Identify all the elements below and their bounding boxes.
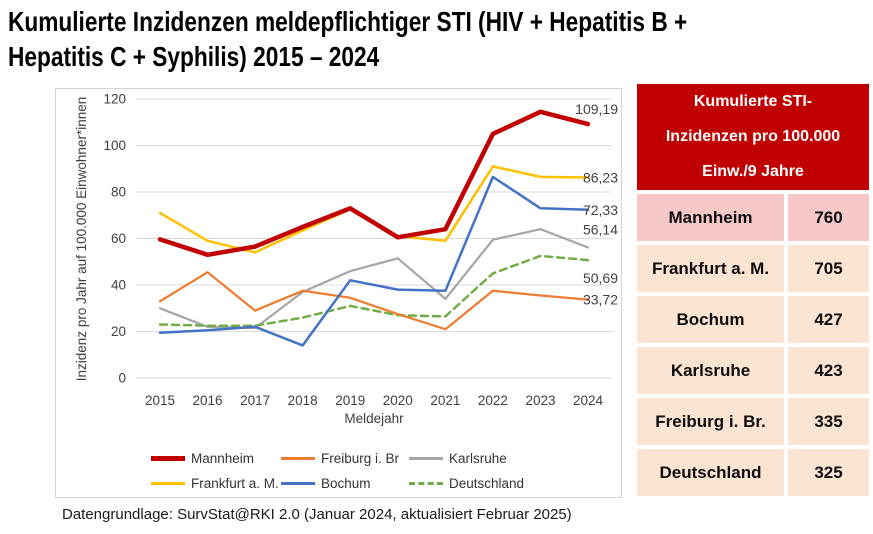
y-tick-label: 0 [118, 371, 126, 386]
legend-line-sample [281, 456, 315, 460]
table-row: Freiburg i. Br. 335 [637, 398, 869, 445]
table-row-name: Mannheim [637, 194, 784, 241]
legend-line-sample [409, 456, 443, 460]
x-tick-label: 2021 [430, 393, 460, 408]
table-row: Frankfurt a. M. 705 [637, 245, 869, 292]
legend-item-karlsruhe: Karlsruhe [409, 450, 507, 466]
y-tick-label: 80 [111, 185, 126, 200]
x-tick-label: 2016 [193, 393, 223, 408]
page-title-line2: Hepatitis C + Syphilis) 2015 – 2024 [8, 41, 380, 72]
chart-legend: Mannheim Freiburg i. Br Karlsruhe Frankfurt… [56, 89, 621, 497]
x-tick-label: 2020 [383, 393, 413, 408]
y-tick-label: 20 [111, 324, 126, 339]
legend-line-sample [151, 481, 185, 485]
end-value-label: 72,33 [583, 202, 618, 218]
table-row: Bochum 427 [637, 296, 869, 343]
table-row: Deutschland 325 [637, 449, 869, 496]
legend-item-deutschland: Deutschland [409, 475, 524, 491]
table-row-value: 705 [788, 245, 869, 292]
legend-label: Bochum [321, 475, 371, 491]
table-row-name: Frankfurt a. M. [637, 245, 784, 292]
table-row-value: 427 [788, 296, 869, 343]
sti-incidence-chart: 0 20 40 60 80 100 120 2015 2016 2017 2018 2019 2020 2… [55, 88, 622, 498]
end-value-label: 50,69 [583, 270, 618, 286]
x-tick-label: 2019 [335, 393, 365, 408]
table-row: Mannheim 760 [637, 194, 869, 241]
table-row-value: 760 [788, 194, 869, 241]
table-row-name: Deutschland [637, 449, 784, 496]
table-row: Karlsruhe 423 [637, 347, 869, 394]
y-tick-label: 100 [103, 138, 126, 153]
x-axis-title: Meldejahr [344, 411, 404, 426]
legend-line-sample [409, 481, 443, 485]
end-value-label: 86,23 [583, 170, 618, 186]
table-row-value: 335 [788, 398, 869, 445]
x-tick-label: 2024 [573, 393, 604, 408]
series-line-freiburg-i-br [158, 271, 590, 331]
end-value-label: 109,19 [575, 101, 618, 117]
legend-label: Karlsruhe [449, 450, 507, 466]
table-row-value: 423 [788, 347, 869, 394]
end-value-label: 33,72 [583, 292, 618, 308]
y-tick-label: 120 [103, 92, 126, 107]
table-row-value: 325 [788, 449, 869, 496]
table-row-name: Freiburg i. Br. [637, 398, 784, 445]
x-tick-label: 2015 [145, 393, 175, 408]
table-body: Mannheim 760 Frankfurt a. M. 705 Bochum 427 Ka… [637, 194, 869, 496]
legend-label: Deutschland [449, 475, 525, 491]
y-tick-label: 40 [111, 278, 126, 293]
end-value-label: 56,14 [583, 221, 618, 237]
legend-item-bochum: Bochum [281, 475, 371, 491]
data-source-note: Datengrundlage: SurvStat@RKI 2.0 (Januar… [62, 506, 572, 523]
page-title: Kumulierte Inzidenzen meldepflichtiger S… [8, 4, 687, 74]
table-header-line2: Inzidenzen pro 100.000 [665, 128, 841, 145]
x-tick-label: 2023 [525, 393, 555, 408]
legend-item-freiburg-i-br: Freiburg i. Br [281, 450, 399, 466]
series-line-bochum [158, 175, 590, 347]
legend-label: Freiburg i. Br [321, 450, 400, 466]
series-line-mannheim [157, 109, 591, 258]
legend-line-sample [281, 481, 315, 485]
legend-label: Frankfurt a. M. [191, 475, 279, 491]
legend-line-sample [151, 455, 185, 461]
legend-item-mannheim: Mannheim [151, 450, 254, 466]
x-tick-label: 2022 [478, 393, 508, 408]
table-header: Kumulierte STI- Inzidenzen pro 100.000 E… [637, 84, 869, 190]
chart-plot: 0 20 40 60 80 100 120 2015 2016 2017 2018 2019 2020 2… [74, 92, 618, 427]
x-tick-label: 2018 [288, 393, 318, 408]
y-axis-title: Inzidenz pro Jahr auf 100.000 Einwohner*… [74, 97, 89, 381]
legend-item-frankfurt-a-m-: Frankfurt a. M. [151, 475, 279, 491]
sti-summary-table: Kumulierte STI- Inzidenzen pro 100.000 E… [637, 84, 869, 496]
x-tick-label: 2017 [240, 393, 270, 408]
legend-label: Mannheim [191, 450, 255, 466]
table-row-name: Karlsruhe [637, 347, 784, 394]
table-header-line3: Einw./9 Jahre [702, 163, 804, 180]
series-line-deutschland [158, 254, 590, 327]
y-tick-label: 60 [111, 231, 126, 246]
table-row-name: Bochum [637, 296, 784, 343]
page-title-line1: Kumulierte Inzidenzen meldepflichtiger S… [8, 6, 688, 37]
table-header-line1: Kumulierte STI- [693, 93, 813, 110]
